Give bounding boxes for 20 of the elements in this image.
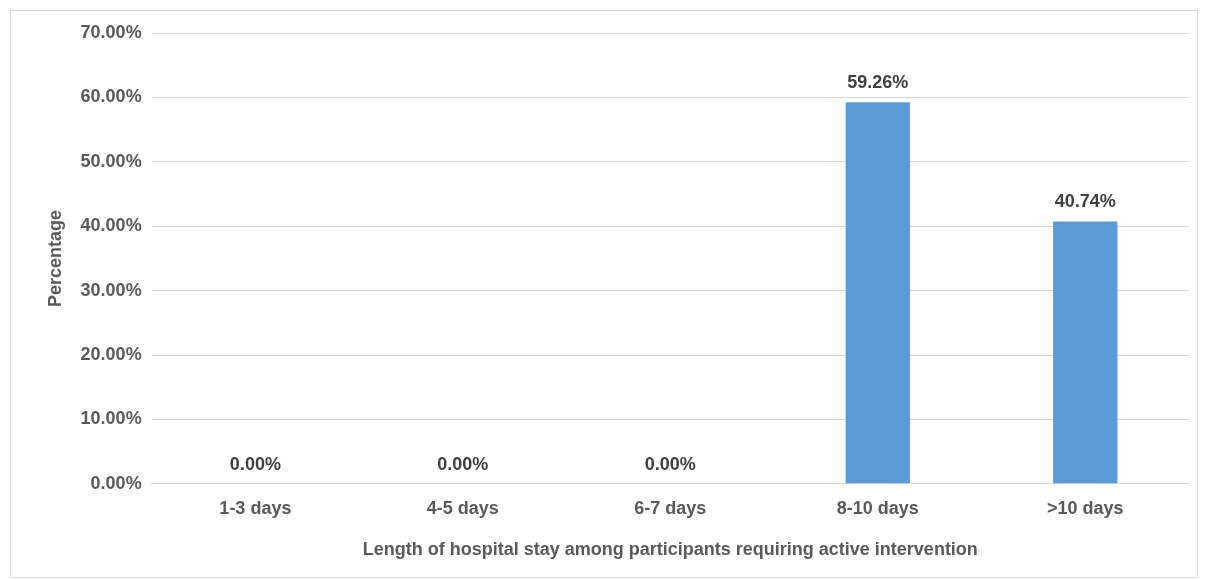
- y-tick-label: 0.00%: [90, 472, 142, 493]
- y-tick-label: 30.00%: [80, 279, 142, 300]
- x-axis-title: Length of hospital stay among participants requiring active intervention: [362, 539, 978, 560]
- y-tick-label: 70.00%: [80, 21, 142, 42]
- y-tick-label: 60.00%: [80, 86, 142, 107]
- data-label: 0.00%: [644, 453, 696, 474]
- x-tick-label: >10 days: [1046, 497, 1124, 518]
- data-label: 0.00%: [229, 453, 281, 474]
- data-label: 0.00%: [437, 453, 489, 474]
- x-tick-label: 8-10 days: [836, 497, 919, 518]
- y-tick-label: 50.00%: [80, 150, 142, 171]
- x-tick-label: 1-3 days: [219, 497, 292, 518]
- data-label: 59.26%: [847, 72, 909, 93]
- data-label: 40.74%: [1054, 191, 1116, 212]
- y-tick-label: 40.00%: [80, 215, 142, 236]
- y-tick-label: 20.00%: [80, 343, 142, 364]
- x-tick-label: 6-7 days: [634, 497, 707, 518]
- y-tick-label: 10.00%: [80, 408, 142, 429]
- x-tick-label: 4-5 days: [426, 497, 499, 518]
- y-axis-title: Percentage: [44, 209, 65, 307]
